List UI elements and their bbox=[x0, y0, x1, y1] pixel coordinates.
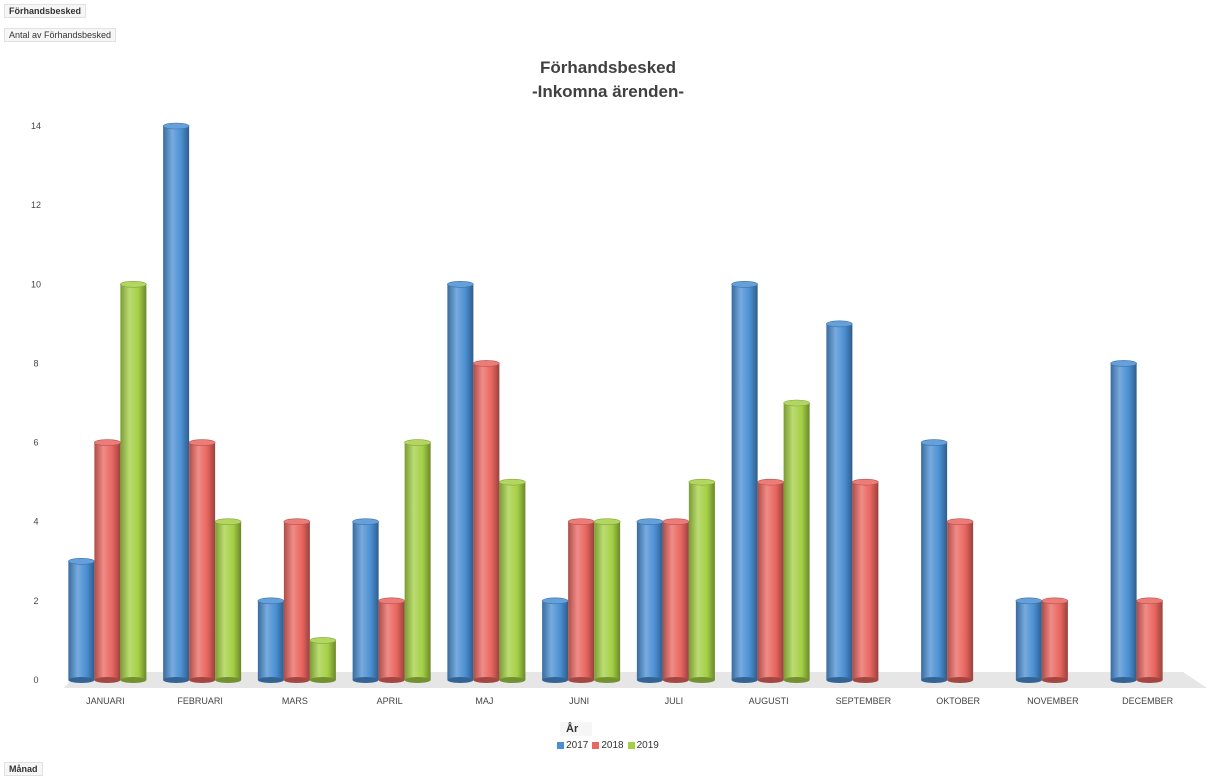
values-field[interactable]: Antal av Förhandsbesked bbox=[4, 28, 117, 42]
y-tick-label: 2 bbox=[33, 596, 38, 606]
axis-field-button[interactable]: Månad bbox=[4, 762, 43, 776]
y-tick-label: 8 bbox=[33, 358, 38, 368]
legend-swatch bbox=[592, 742, 600, 749]
bar-2018-november bbox=[1041, 597, 1069, 683]
y-tick-label: 6 bbox=[33, 438, 38, 448]
bar-2017-februari bbox=[162, 122, 190, 683]
bar-2017-mars bbox=[257, 597, 285, 683]
report-filter-field[interactable]: Förhandsbesked bbox=[4, 4, 87, 18]
legend-label: 2019 bbox=[636, 740, 659, 751]
y-tick-label: 14 bbox=[31, 121, 41, 131]
bar-2018-september bbox=[852, 478, 879, 683]
bar-2017-juni bbox=[541, 597, 569, 683]
bar-2019-februari bbox=[214, 518, 242, 683]
bar-2018-juni bbox=[567, 518, 595, 683]
bar-2019-maj bbox=[499, 478, 526, 683]
y-tick-label: 10 bbox=[31, 279, 41, 289]
bar-2019-januari bbox=[120, 280, 147, 683]
bar-2017-januari bbox=[68, 557, 95, 683]
bar-2017-november bbox=[1015, 597, 1043, 683]
bar-2017-december bbox=[1110, 360, 1137, 683]
x-tick-label: OKTOBER bbox=[936, 696, 980, 706]
bar-2017-juli bbox=[636, 518, 664, 683]
bar-2018-augusti bbox=[757, 478, 784, 683]
x-tick-label: DECEMBER bbox=[1122, 696, 1174, 706]
chart-title: Förhandsbesked bbox=[539, 58, 677, 77]
legend-item-2018[interactable]: 2018 bbox=[592, 740, 624, 751]
bar-2019-mars bbox=[309, 637, 337, 683]
x-tick-label: JANUARI bbox=[86, 696, 125, 706]
y-axis: 0 2 4 6 8 10 12 14 bbox=[31, 121, 41, 685]
x-tick-label: APRIL bbox=[377, 696, 403, 706]
y-tick-label: 4 bbox=[33, 517, 38, 527]
x-tick-label: JUNI bbox=[569, 696, 589, 706]
bar-2018-juli bbox=[662, 518, 690, 683]
bar-2019-augusti bbox=[783, 399, 810, 683]
bar-2018-december bbox=[1136, 597, 1163, 683]
x-tick-label: SEPTEMBER bbox=[836, 696, 892, 706]
legend-label: 2017 bbox=[566, 740, 589, 751]
bar-2018-oktober bbox=[946, 518, 974, 683]
bar-2017-oktober bbox=[920, 439, 948, 683]
x-axis: JANUARI FEBRUARI MARS APRIL MAJ JUNI JULI AUGUS… bbox=[86, 696, 1174, 706]
x-tick-label: MARS bbox=[282, 696, 308, 706]
y-tick-label: 12 bbox=[31, 200, 41, 210]
chart-subtitle: -Inkomna ärenden- bbox=[531, 82, 685, 101]
bar-2018-april bbox=[378, 597, 405, 683]
legend-swatch bbox=[627, 742, 635, 749]
x-tick-label: NOVEMBER bbox=[1027, 696, 1079, 706]
legend-item-2019[interactable]: 2019 bbox=[627, 740, 659, 751]
y-tick-label: 0 bbox=[33, 675, 38, 685]
legend-item-2017[interactable]: 2017 bbox=[557, 740, 588, 751]
x-tick-label: FEBRUARI bbox=[177, 696, 223, 706]
bar-2019-april bbox=[404, 439, 431, 683]
legend-field-button[interactable]: År bbox=[560, 722, 593, 736]
bar-2018-mars bbox=[283, 518, 311, 683]
x-tick-label: JULI bbox=[665, 696, 684, 706]
bar-2018-maj bbox=[473, 360, 500, 683]
legend-swatch bbox=[557, 742, 565, 749]
bar-2017-april bbox=[352, 518, 379, 683]
bar-2018-februari bbox=[188, 439, 216, 683]
bar-2019-juli bbox=[688, 478, 716, 683]
bar-2017-maj bbox=[447, 280, 474, 683]
chart-title-block: Förhandsbesked -Inkomna ärenden- bbox=[0, 56, 1216, 104]
bar-2019-juni bbox=[593, 518, 621, 683]
bars bbox=[68, 122, 1163, 683]
bar-2017-augusti bbox=[731, 280, 758, 683]
legend: 2017 2018 2019 bbox=[0, 740, 1216, 752]
x-tick-label: AUGUSTI bbox=[749, 696, 789, 706]
bar-2017-september bbox=[826, 320, 853, 683]
x-tick-label: MAJ bbox=[475, 696, 493, 706]
bar-2018-januari bbox=[94, 439, 121, 683]
legend-label: 2018 bbox=[601, 740, 624, 751]
